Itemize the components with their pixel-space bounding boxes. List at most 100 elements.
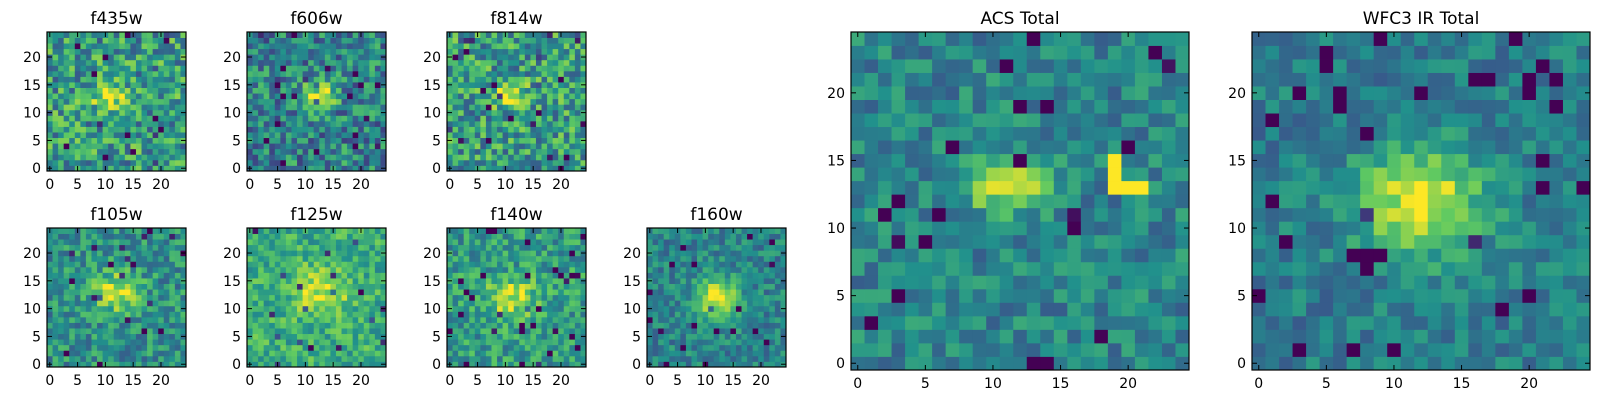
heatmap-cell: [474, 344, 481, 351]
heatmap-cell: [485, 228, 492, 234]
heatmap-cell: [574, 37, 581, 44]
heatmap-cell: [1013, 288, 1028, 303]
heatmap-cell: [932, 288, 947, 303]
heatmap-cell: [324, 109, 331, 116]
heatmap-cell: [563, 104, 570, 111]
heatmap-cell: [463, 250, 470, 257]
heatmap-cell: [58, 143, 65, 150]
heatmap-cell: [91, 59, 98, 66]
heatmap-cell: [263, 65, 270, 72]
heatmap-cell: [552, 289, 559, 296]
heatmap-cell: [574, 239, 581, 246]
heatmap-cell: [530, 59, 537, 66]
heatmap-cell: [652, 305, 659, 312]
heatmap-cell: [497, 120, 503, 127]
heatmap-cell: [713, 283, 720, 290]
heatmap-cell: [80, 322, 87, 329]
heatmap-cell: [80, 132, 87, 139]
heatmap-cell: [63, 132, 70, 139]
heatmap-cell: [374, 48, 381, 55]
heatmap-cell: [769, 333, 776, 340]
heatmap-cell: [69, 148, 76, 155]
heatmap-cell: [113, 311, 120, 318]
heatmap-cell: [735, 272, 742, 279]
y-tick-label: 10: [23, 302, 41, 318]
heatmap-cell: [335, 261, 342, 268]
heatmap-cell: [864, 194, 879, 209]
heatmap-cell: [708, 272, 715, 279]
heatmap-cell: [547, 239, 554, 246]
heatmap-cell: [680, 261, 687, 268]
heatmap-cell: [85, 93, 92, 100]
heatmap-cell: [480, 333, 487, 340]
heatmap-cell: [747, 322, 754, 329]
heatmap-cell: [380, 132, 387, 139]
heatmap-cell: [463, 87, 470, 94]
heatmap-cell: [918, 167, 933, 182]
heatmap-cell: [452, 350, 459, 357]
heatmap-cell: [280, 278, 287, 284]
heatmap-cell: [258, 109, 265, 116]
heatmap-cell: [341, 305, 348, 312]
heatmap-cell: [535, 283, 542, 290]
heatmap-cell: [502, 266, 509, 273]
heatmap-cell: [163, 70, 170, 77]
heatmap-cell: [180, 283, 187, 290]
heatmap-cell: [469, 76, 476, 83]
heatmap-cell: [352, 120, 359, 127]
heatmap-cell: [519, 65, 526, 72]
heatmap-cell: [878, 221, 892, 236]
heatmap-cell: [508, 76, 515, 83]
heatmap-cell: [363, 59, 370, 66]
heatmap-cell: [374, 165, 381, 172]
heatmap-cell: [563, 289, 570, 296]
heatmap-cell: [508, 87, 515, 94]
heatmap-cell: [547, 93, 554, 100]
heatmap-cell: [252, 70, 259, 77]
heatmap-cell: [474, 48, 481, 55]
heatmap-cell: [52, 59, 59, 66]
heatmap-cell: [547, 350, 554, 357]
heatmap-cell: [524, 333, 531, 340]
heatmap-cell: [524, 154, 531, 161]
heatmap-cell: [452, 228, 459, 234]
heatmap-cell: [574, 333, 581, 340]
y-tick-label: 15: [223, 274, 241, 290]
heatmap-cell: [669, 250, 676, 257]
heatmap-cell: [324, 311, 331, 318]
heatmap-cell: [97, 76, 103, 83]
heatmap-cell: [141, 272, 148, 279]
heatmap-cell: [174, 65, 181, 72]
heatmap-cell: [724, 272, 731, 279]
heatmap-cells: [647, 228, 787, 368]
heatmap-cell: [52, 93, 59, 100]
heatmap-cell: [474, 283, 481, 290]
heatmap-cell: [91, 37, 98, 44]
heatmap-cell: [363, 344, 370, 351]
heatmap-cell: [580, 148, 587, 155]
heatmap-cell: [374, 272, 381, 279]
heatmap-cell: [169, 48, 176, 55]
heatmap-cell: [108, 82, 115, 88]
heatmap-cell: [452, 137, 459, 144]
heatmap-cell: [324, 43, 331, 50]
heatmap-cell: [291, 132, 298, 139]
heatmap-cell: [491, 300, 498, 307]
heatmap-cell: [158, 109, 165, 116]
heatmap-cell: [330, 333, 337, 340]
heatmap-cell: [878, 275, 892, 290]
heatmap-cell: [1161, 180, 1176, 195]
heatmap-cell: [674, 294, 681, 301]
heatmap-cell: [80, 37, 87, 44]
heatmap-cell: [163, 244, 170, 251]
heatmap-cell: [285, 120, 292, 127]
heatmap-cell: [502, 82, 509, 88]
heatmap-cell: [747, 350, 754, 357]
heatmap-cell: [347, 344, 354, 351]
heatmap-cell: [324, 48, 331, 55]
heatmap-cell: [513, 48, 520, 55]
heatmap-cell: [513, 316, 520, 323]
heatmap-cell: [652, 355, 659, 362]
heatmap-cell: [369, 137, 376, 144]
heatmap-cell: [285, 239, 292, 246]
